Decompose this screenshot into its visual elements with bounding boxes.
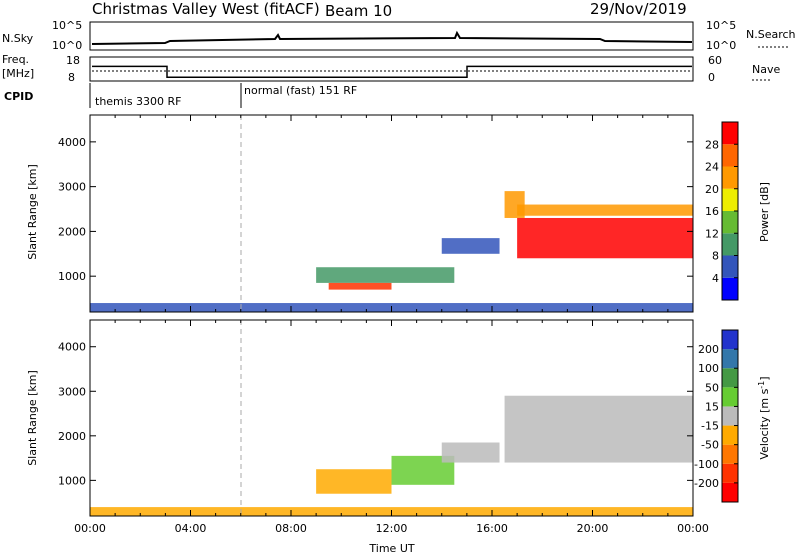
velocity-colorbar-cell [722,330,738,350]
power-scatter-region [441,238,500,254]
power-ytick-label: 1000 [58,270,86,283]
power-colorbar-cell [722,188,738,211]
nsky-trace [91,30,693,45]
velocity-scatter-region [504,395,693,463]
power-colorbar-tick-label: 24 [705,161,719,174]
power-scatter-region [328,282,392,290]
nsearch-tick-top: 10^5 [706,19,736,32]
power-scatter-region [517,217,693,259]
velocity-colorbar-tick-label: -200 [694,477,719,490]
nsky-panel: N.Sky 10^5 10^0 N.Search 10^5 10^0 [2,19,796,52]
velocity-ytick-label: 3000 [58,385,86,398]
freq-tick-bottom: 8 [68,71,75,84]
velocity-colorbar: 200 100 50 15 -15 -50 -100 -200 Velocity [m s-1… [694,329,771,503]
velocity-scatter-region [316,469,392,494]
velocity-colorbar-cell [722,368,738,388]
time-xlabel: Time UT [368,542,414,554]
power-colorbar-tick-label: 28 [705,138,719,151]
freq-panel: Freq. [MHz] 18 8 60 0 Nave [2,53,780,84]
power-colorbar-tick-label: 12 [705,227,719,240]
power-colorbar-tick-label: 16 [705,205,719,218]
velocity-xtick-label: 04:00 [175,522,207,535]
velocity-colorbar-cell [722,463,738,483]
velocity-colorbar-tick-label: 15 [705,400,719,413]
nsky-tick-bottom: 10^0 [52,39,82,52]
power-colorbar-cell [722,255,738,278]
velocity-colorbar-cell [722,349,738,369]
freq-trace [92,65,692,78]
power-ylabel: Slant Range [km] [26,164,39,260]
velocity-colorbar-tick-label: 200 [698,343,719,356]
velocity-ytick-label: 2000 [58,430,86,443]
power-colorbar-tick-label: 8 [712,250,719,263]
power-colorbar-cell [722,277,738,300]
velocity-colorbar-cell [722,425,738,445]
station-title: Christmas Valley West (fitACF) [92,0,320,18]
nsearch-label: N.Search [746,28,796,41]
velocity-colorbar-label: Velocity [m s-1] [757,376,771,459]
power-colorbar-cell [722,211,738,234]
velocity-xtick-label: 08:00 [275,522,307,535]
freq-tick-top: 18 [66,54,80,67]
velocity-xtick-label: 00:00 [74,522,106,535]
nsearch-tick-bottom: 10^0 [706,39,736,52]
cpid-mode-1: themis 3300 RF [95,95,182,108]
nave-tick-bottom: 0 [708,71,715,84]
power-colorbar: 4 8 12 16 20 24 28 Power [dB] [705,121,771,301]
nave-tick-top: 60 [708,54,722,67]
power-colorbar-cell [722,122,738,145]
velocity-colorbar-tick-label: -15 [701,420,719,433]
power-colorbar-tick-label: 20 [705,183,719,196]
velocity-ytick-label: 4000 [58,341,86,354]
velocity-ylabel: Slant Range [km] [26,370,39,466]
velocity-colorbar-cell [722,387,738,407]
velocity-colorbar-cell [722,482,738,502]
freq-label-1: Freq. [2,53,29,66]
beam-title: Beam 10 [325,2,392,20]
power-colorbar-cell [722,166,738,189]
velocity-scatter-region [441,442,500,463]
power-ytick-label: 4000 [58,136,86,149]
cpid-mode-2: normal (fast) 151 RF [244,84,357,97]
velocity-colorbar-tick-label: -50 [701,439,719,452]
cpid-panel: CPID themis 3300 RF normal (fast) 151 RF [4,83,357,108]
velocity-colorbar-tick-label: 50 [705,381,719,394]
nsky-label: N.Sky [2,32,34,45]
velocity-xtick-label: 00:00 [677,522,709,535]
velocity-panel: 1000 2000 3000 4000 00:00 04:00 08:00 12:00 16:… [26,319,709,554]
nave-label: Nave [752,63,780,76]
power-scatter-region [517,204,693,216]
velocity-xtick-label: 12:00 [376,522,408,535]
velocity-colorbar-label-main: Velocity [m s [758,388,771,459]
velocity-colorbar-cell [722,406,738,426]
power-colorbar-label: Power [dB] [758,182,771,242]
freq-label-2: [MHz] [2,67,34,80]
velocity-xtick-label: 20:00 [577,522,609,535]
power-scatter-region [316,267,455,283]
power-colorbar-cell [722,233,738,256]
power-ytick-label: 2000 [58,225,86,238]
velocity-xtick-label: 16:00 [476,522,508,535]
power-panel: 1000 2000 3000 4000 Slant Range [km] [26,114,694,313]
nsky-tick-top: 10^5 [52,19,82,32]
velocity-colorbar-tick-label: 100 [698,362,719,375]
date-title: 29/Nov/2019 [590,0,687,18]
velocity-colorbar-label-sup: -1 [757,381,766,389]
cpid-label: CPID [4,90,33,103]
power-ytick-label: 3000 [58,181,86,194]
velocity-colorbar-tick-label: -100 [694,458,719,471]
velocity-ytick-label: 1000 [58,474,86,487]
velocity-colorbar-cell [722,444,738,464]
velocity-colorbar-label-end: ] [758,376,771,380]
power-colorbar-cell [722,144,738,167]
power-colorbar-tick-label: 4 [712,272,719,285]
